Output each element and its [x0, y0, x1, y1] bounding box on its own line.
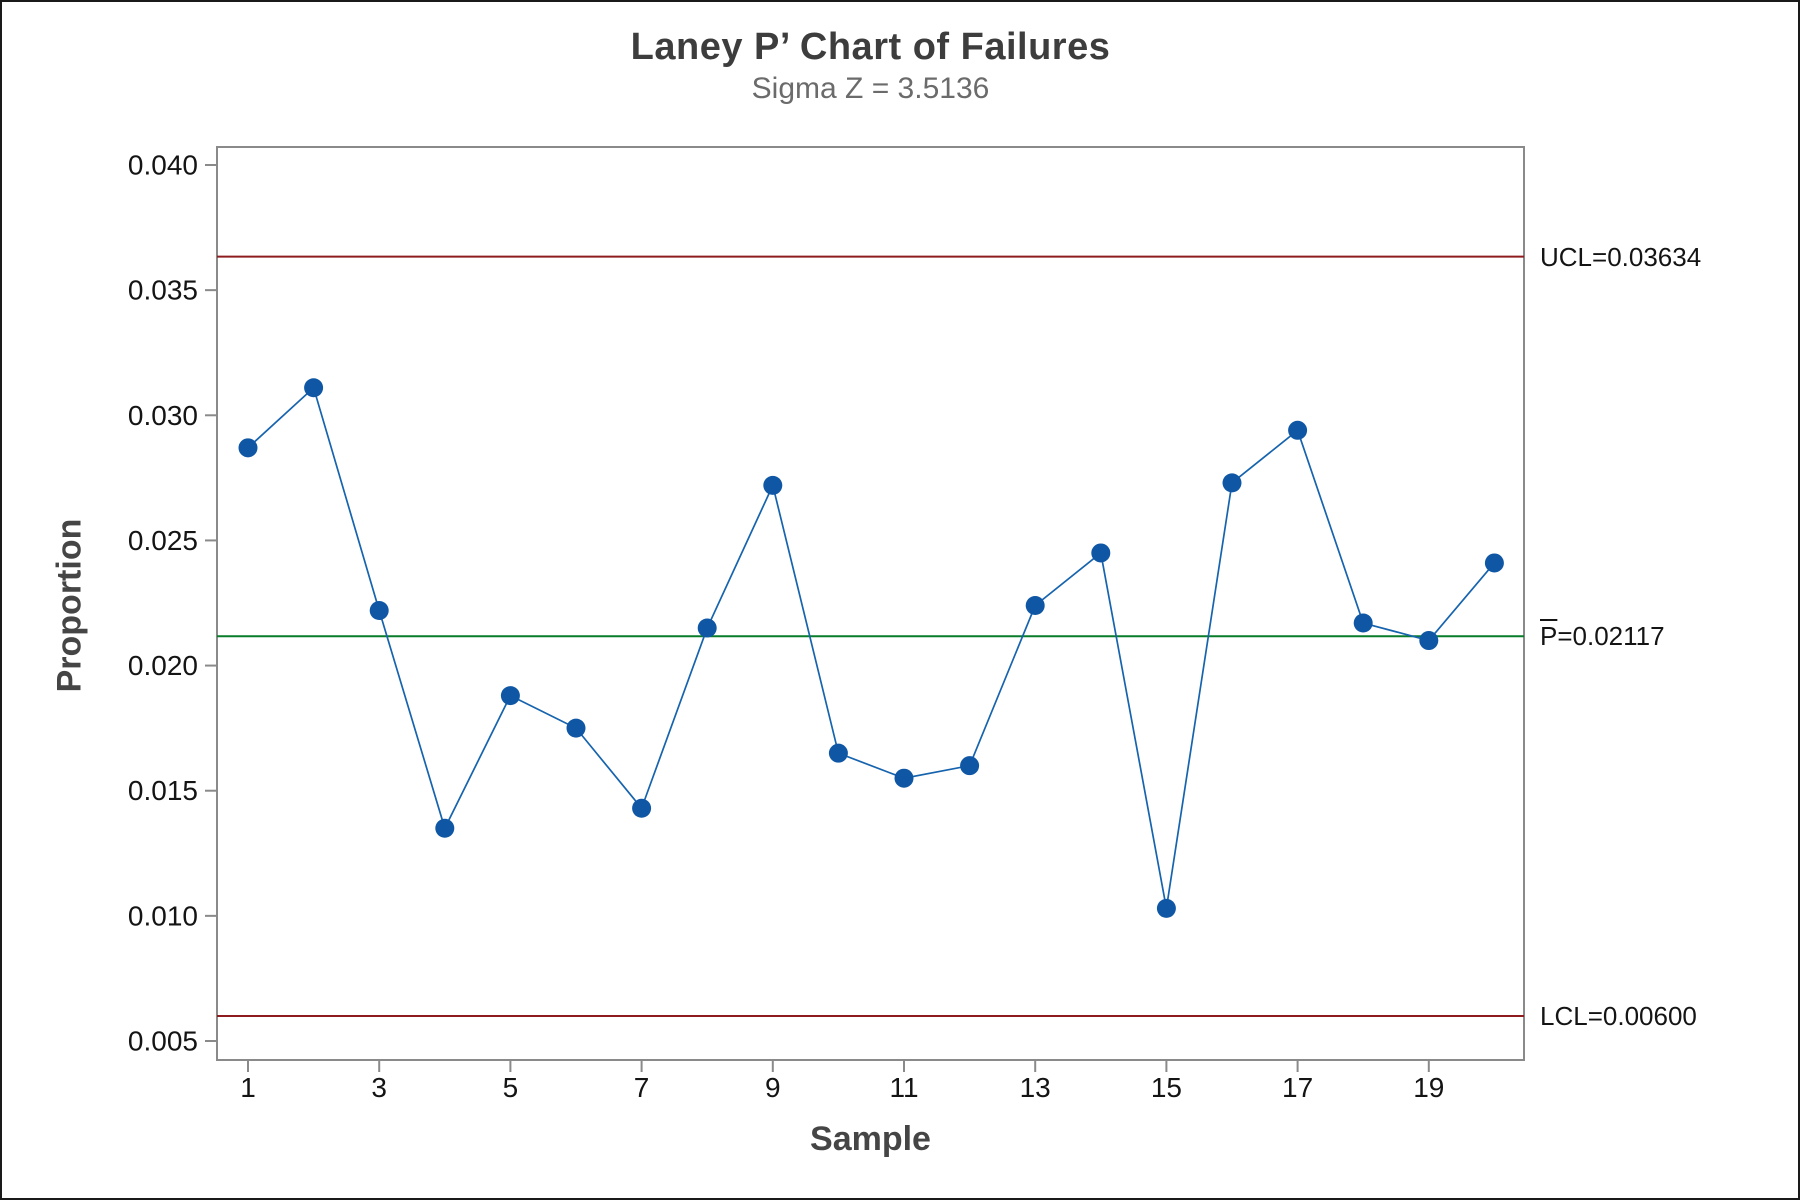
- svg-text:0.040: 0.040: [128, 150, 198, 181]
- svg-text:7: 7: [634, 1072, 650, 1103]
- svg-text:0.025: 0.025: [128, 525, 198, 556]
- svg-text:0.015: 0.015: [128, 775, 198, 806]
- svg-text:0.035: 0.035: [128, 275, 198, 306]
- svg-text:17: 17: [1282, 1072, 1313, 1103]
- svg-text:13: 13: [1020, 1072, 1051, 1103]
- center-line-label: P=0.02117: [1540, 621, 1665, 652]
- svg-text:0.020: 0.020: [128, 650, 198, 681]
- x-axis-title: Sample: [810, 1120, 931, 1158]
- svg-text:3: 3: [371, 1072, 387, 1103]
- lcl-line-label: LCL=0.00600: [1540, 1000, 1697, 1031]
- chart-title: Laney P’ Chart of Failures: [630, 26, 1111, 68]
- svg-text:5: 5: [503, 1072, 519, 1103]
- svg-text:0.005: 0.005: [128, 1026, 198, 1057]
- svg-text:15: 15: [1151, 1072, 1182, 1103]
- ucl-line-label: UCL=0.03634: [1540, 241, 1702, 272]
- svg-text:0.010: 0.010: [128, 900, 198, 931]
- svg-text:0.030: 0.030: [128, 400, 198, 431]
- svg-text:9: 9: [765, 1072, 781, 1103]
- svg-text:11: 11: [889, 1072, 918, 1103]
- svg-text:19: 19: [1413, 1072, 1444, 1103]
- chart-subtitle: Sigma Z = 3.5136: [751, 72, 990, 105]
- svg-text:1: 1: [240, 1072, 256, 1103]
